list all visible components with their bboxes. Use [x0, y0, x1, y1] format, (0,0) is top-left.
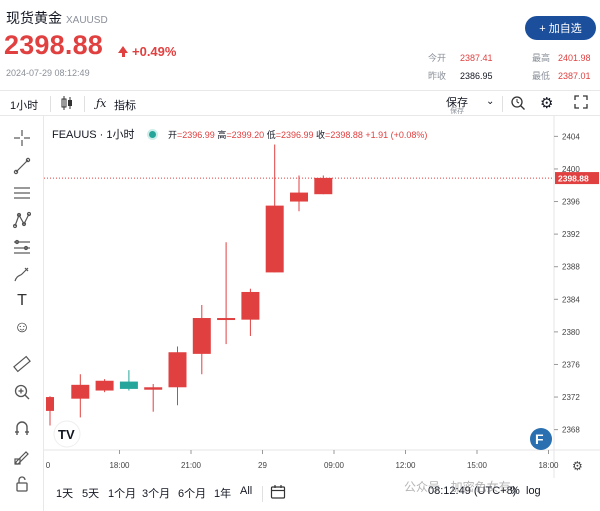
- y-tick-label: 2388: [562, 263, 580, 272]
- candle-body: [119, 381, 138, 389]
- crosshair-icon[interactable]: [12, 128, 32, 148]
- add-to-watchlist-button[interactable]: + 加自选: [525, 16, 596, 40]
- x-tick-label: 15:00: [467, 461, 488, 470]
- candle-body: [241, 291, 260, 320]
- chart-legend: FEAUUS · 1小时: [52, 126, 156, 142]
- instrument-symbol: XAUUSD: [66, 15, 108, 26]
- range-all[interactable]: All: [240, 485, 253, 497]
- save-button[interactable]: 保存: [446, 97, 468, 109]
- y-tick-label: 2396: [562, 198, 580, 207]
- clock-time[interactable]: 08:12:49 (UTC+8): [428, 485, 517, 497]
- y-tick-label: 2376: [562, 360, 580, 369]
- axis-settings-icon[interactable]: ⚙: [572, 459, 583, 473]
- candle-body: [290, 192, 308, 202]
- legend-title: FEAUUS · 1小时: [52, 129, 135, 141]
- brush-icon[interactable]: [12, 264, 32, 284]
- chart-toolbar: 1小时 ƒx 指标 保存 保存 ⌄ ⚙: [0, 90, 600, 116]
- stat-prev-close: 昨收 2386.95: [428, 71, 493, 81]
- x-tick-label: 29: [258, 461, 267, 470]
- y-tick-label: 2392: [562, 230, 580, 239]
- last-price-tag: [555, 172, 599, 185]
- arrow-up-icon: [118, 46, 128, 57]
- fullscreen-icon[interactable]: [574, 95, 588, 112]
- drawing-toolbar: T ☺: [0, 116, 44, 511]
- y-tick-label: 2372: [562, 393, 580, 402]
- x-tick-label: 0: [46, 461, 51, 470]
- calendar-icon[interactable]: [270, 484, 286, 503]
- quick-search-icon[interactable]: [510, 95, 526, 114]
- candle-body: [144, 387, 163, 390]
- candle-body: [192, 318, 211, 354]
- stat-open: 今开 2387.41: [428, 53, 493, 63]
- x-tick-label: 09:00: [324, 461, 345, 470]
- range-1d[interactable]: 1天: [56, 488, 74, 500]
- svg-text:TV: TV: [58, 427, 75, 442]
- text-tool-icon[interactable]: T: [17, 292, 27, 309]
- x-tick-label: 18:00: [109, 461, 130, 470]
- y-tick-label: 2384: [562, 295, 580, 304]
- zoom-in-icon[interactable]: [12, 382, 32, 402]
- y-tick-label: 2404: [562, 132, 580, 141]
- stat-high: 最高 2401.98: [532, 53, 591, 63]
- candlestick-chart[interactable]: 2404 2400 2396 2392 2388 2384 2380 2376 2372 2368…: [44, 116, 600, 478]
- draw-lock-icon[interactable]: [12, 446, 32, 466]
- watermark: 公众号 · 加密色女有: [404, 480, 511, 494]
- function-icon[interactable]: ƒx: [96, 97, 107, 110]
- lock-icon[interactable]: [12, 474, 32, 494]
- percent-toggle[interactable]: %: [510, 485, 520, 497]
- candle-body: [168, 352, 187, 388]
- fib-lines-icon[interactable]: [12, 183, 32, 203]
- indicators-button[interactable]: 指标: [114, 100, 136, 112]
- candle-body: [265, 205, 284, 273]
- pattern-icon[interactable]: [12, 210, 32, 230]
- y-tick-label: 2368: [562, 426, 580, 435]
- price-change: +0.49%: [118, 44, 176, 59]
- instrument-name: 现货黄金: [6, 10, 62, 26]
- trend-line-icon[interactable]: [12, 156, 32, 176]
- x-tick-label: 12:00: [395, 461, 416, 470]
- range-6m[interactable]: 6个月: [178, 488, 207, 500]
- log-toggle[interactable]: log: [526, 485, 541, 497]
- interval-select[interactable]: 1小时: [10, 100, 39, 112]
- emoji-icon[interactable]: ☺: [13, 319, 31, 336]
- brand-f-icon: [530, 428, 552, 450]
- save-sub-label: 保存: [450, 108, 464, 115]
- candle-body: [217, 318, 236, 321]
- change-percent: +0.49%: [132, 44, 177, 59]
- magnet-icon[interactable]: [12, 418, 32, 438]
- brand-f-letter: F: [535, 431, 544, 447]
- range-3m[interactable]: 3个月: [142, 488, 171, 500]
- candle-body: [95, 380, 114, 391]
- x-tick-label: 18:00: [538, 461, 559, 470]
- y-tick-label: 2400: [562, 165, 580, 174]
- tradingview-logo-icon: TV: [53, 420, 81, 448]
- last-price-tag-label: 2398.88: [558, 174, 589, 184]
- y-tick-label: 2380: [562, 328, 580, 337]
- range-5d[interactable]: 5天: [82, 488, 100, 500]
- chevron-down-icon[interactable]: ⌄: [486, 96, 495, 107]
- live-dot-icon: [148, 130, 156, 138]
- gear-icon[interactable]: ⚙: [540, 95, 554, 112]
- forecast-icon[interactable]: [12, 237, 32, 257]
- range-1m[interactable]: 1个月: [108, 488, 137, 500]
- candle-body: [71, 384, 90, 399]
- instrument-title: 现货黄金 XAUUSD: [6, 8, 108, 28]
- ruler-icon[interactable]: [12, 354, 32, 374]
- candle-body: [46, 397, 54, 411]
- range-1y[interactable]: 1年: [214, 488, 232, 500]
- ohlc-values: 开=2396.99 高=2399.20 低=2396.99 收=2398.88 …: [168, 130, 428, 140]
- range-bar: 1天 5天 1个月 3个月 6个月 1年 All 08:12:49 (UTC+8…: [44, 478, 600, 511]
- candle-body: [314, 177, 333, 195]
- last-price: 2398.88: [4, 30, 103, 60]
- quote-timestamp: 2024-07-29 08:12:49: [6, 68, 90, 78]
- candle-style-icon[interactable]: [60, 95, 74, 114]
- stat-low: 最低 2387.01: [532, 71, 591, 81]
- x-tick-label: 21:00: [181, 461, 202, 470]
